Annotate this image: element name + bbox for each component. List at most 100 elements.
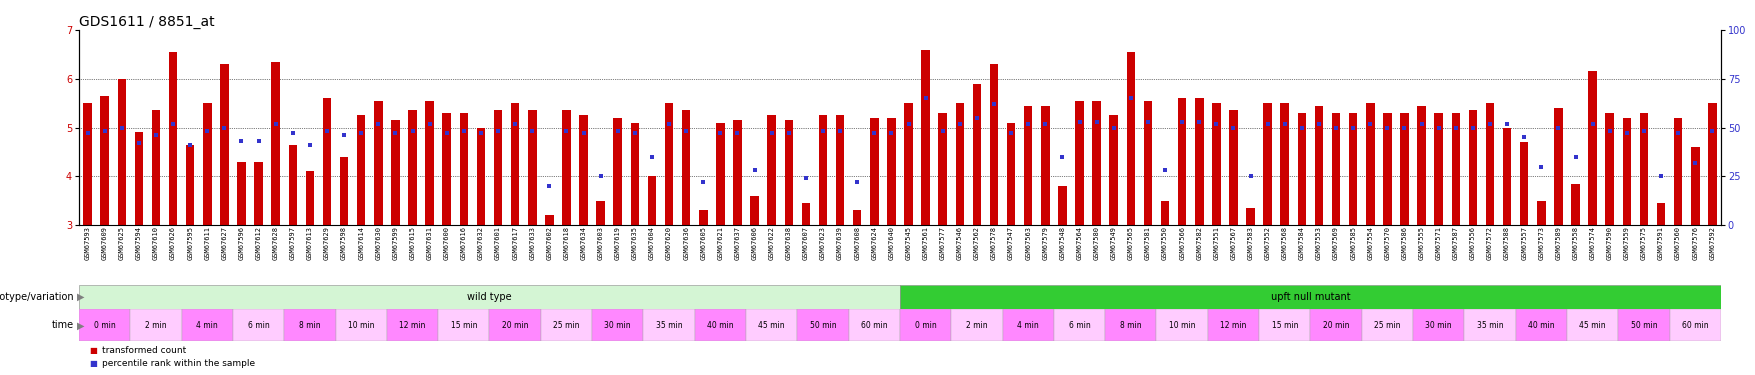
Bar <box>541 309 591 341</box>
Bar <box>1365 103 1374 225</box>
Text: 35 min: 35 min <box>655 321 683 330</box>
Bar <box>1485 103 1494 225</box>
Point <box>756 130 784 136</box>
Bar <box>1104 309 1157 341</box>
Bar <box>886 118 895 225</box>
Bar <box>767 116 776 225</box>
Text: 4 min: 4 min <box>1016 321 1039 330</box>
Bar <box>1553 108 1562 225</box>
Text: 12 min: 12 min <box>398 321 425 330</box>
Bar <box>460 113 469 225</box>
Point <box>706 130 734 136</box>
Text: wild type: wild type <box>467 292 511 302</box>
Bar <box>1207 309 1258 341</box>
Text: 35 min: 35 min <box>1476 321 1502 330</box>
Point <box>1150 167 1178 173</box>
Bar <box>695 309 746 341</box>
Bar <box>818 116 827 225</box>
Bar <box>82 103 91 225</box>
Text: genotype/variation: genotype/variation <box>0 292 74 302</box>
Bar <box>1228 110 1237 225</box>
Text: 30 min: 30 min <box>604 321 630 330</box>
Bar <box>734 120 741 225</box>
Point <box>518 128 546 134</box>
Bar <box>288 145 297 225</box>
Bar <box>612 118 621 225</box>
Point <box>741 167 769 173</box>
Bar <box>1399 113 1408 225</box>
Bar <box>1515 309 1565 341</box>
Point <box>1185 118 1213 124</box>
Bar <box>233 309 284 341</box>
Text: 15 min: 15 min <box>1271 321 1297 330</box>
Point <box>244 138 272 144</box>
Bar <box>493 110 502 225</box>
Point <box>637 154 665 160</box>
Bar <box>1314 106 1323 225</box>
Point <box>1030 121 1058 127</box>
Bar <box>1536 201 1544 225</box>
Text: 8 min: 8 min <box>1120 321 1141 330</box>
Text: 20 min: 20 min <box>1322 321 1348 330</box>
Point <box>193 128 221 134</box>
Bar <box>1092 101 1100 225</box>
Bar <box>642 309 695 341</box>
Bar <box>848 309 899 341</box>
Bar <box>544 215 553 225</box>
Bar <box>955 103 963 225</box>
Bar <box>1434 113 1443 225</box>
Text: 60 min: 60 min <box>860 321 886 330</box>
Bar <box>1127 52 1134 225</box>
Point <box>432 130 460 136</box>
Point <box>1423 124 1451 130</box>
Point <box>553 128 581 134</box>
Text: 2 min: 2 min <box>965 321 986 330</box>
Bar <box>681 110 690 225</box>
Point <box>1697 128 1725 134</box>
Bar <box>591 309 642 341</box>
Point <box>449 128 477 134</box>
Bar <box>1673 118 1681 225</box>
Point <box>604 128 632 134</box>
Bar <box>305 171 314 225</box>
Point <box>878 130 906 136</box>
Point <box>911 95 939 101</box>
Bar <box>1023 106 1032 225</box>
Bar <box>746 309 797 341</box>
Bar <box>1195 98 1202 225</box>
Bar <box>972 84 981 225</box>
Bar <box>1143 101 1151 225</box>
Bar <box>335 309 386 341</box>
Bar <box>135 132 144 225</box>
Bar <box>937 113 946 225</box>
Point <box>142 132 170 138</box>
Text: 60 min: 60 min <box>1681 321 1708 330</box>
Bar <box>1467 110 1476 225</box>
Bar <box>1041 106 1049 225</box>
Point <box>1253 121 1281 127</box>
Point <box>107 124 135 130</box>
Text: ▶: ▶ <box>77 320 84 330</box>
Bar <box>1669 309 1720 341</box>
Bar <box>476 128 484 225</box>
Bar <box>1655 203 1664 225</box>
Bar <box>1348 113 1357 225</box>
Point <box>1441 124 1469 130</box>
Point <box>723 130 751 136</box>
Point <box>381 130 409 136</box>
Bar <box>1639 113 1648 225</box>
Bar <box>374 101 383 225</box>
Text: 4 min: 4 min <box>197 321 218 330</box>
Bar <box>130 309 181 341</box>
Point <box>1372 124 1400 130</box>
Text: 50 min: 50 min <box>1630 321 1657 330</box>
Bar <box>323 98 332 225</box>
Bar <box>391 120 400 225</box>
Bar <box>1571 184 1580 225</box>
Point <box>1048 154 1076 160</box>
Point <box>1339 124 1367 130</box>
Bar <box>1258 309 1309 341</box>
Bar <box>648 176 656 225</box>
Bar <box>716 123 725 225</box>
Point <box>1390 124 1418 130</box>
